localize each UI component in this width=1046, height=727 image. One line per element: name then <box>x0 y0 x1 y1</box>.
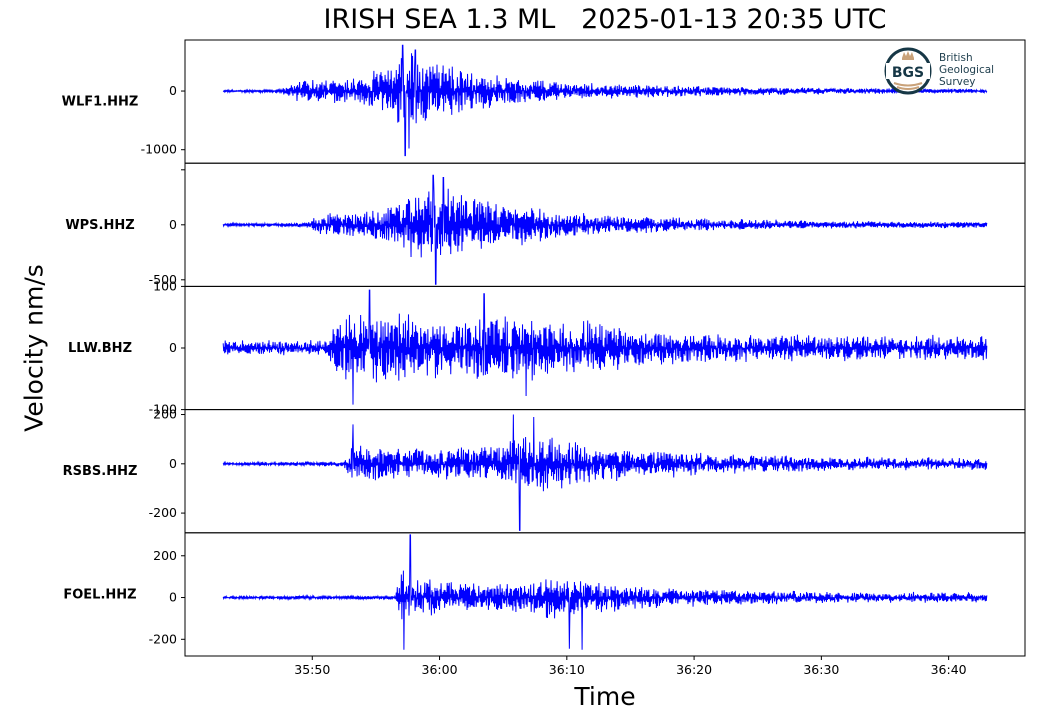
logo-text: British Geological Survey <box>939 52 994 88</box>
chart-title: IRISH SEA 1.3 ML 2025-01-13 20:35 UTC <box>323 4 887 35</box>
station-label: FOEL.HHZ <box>63 587 136 602</box>
y-tick-label: -200 <box>149 505 177 520</box>
waveform-line <box>222 289 988 405</box>
y-tick-label: -1000 <box>141 142 177 157</box>
y-tick-label: -500 <box>149 272 177 287</box>
x-tick-label: 36:20 <box>676 662 712 677</box>
y-tick-label: 100 <box>153 278 177 293</box>
panel-frame <box>184 532 1026 657</box>
logo-text-line: Geological <box>939 64 995 76</box>
y-tick-label: -200 <box>149 631 177 646</box>
station-label: LLW.BHZ <box>68 341 132 356</box>
waveform-line <box>222 414 988 531</box>
station-label: RSBS.HHZ <box>63 464 138 479</box>
y-tick-label: 0 <box>169 340 177 355</box>
panel-frame <box>184 409 1026 534</box>
y-tick-label: 0 <box>169 217 177 232</box>
waveform-line <box>222 174 988 285</box>
crown-icon <box>902 51 914 60</box>
logo-text-line: British <box>939 52 973 64</box>
logo-text-line: Survey <box>939 76 976 88</box>
waveform-line <box>222 44 988 157</box>
bgs-logo: BGS British Geological Survey <box>882 44 1012 100</box>
bgs-logo-mark: BGS <box>884 47 932 95</box>
x-tick-label: 36:40 <box>931 662 967 677</box>
station-label: WPS.HHZ <box>65 218 134 233</box>
y-tick-label: 0 <box>169 83 177 98</box>
waveform-line <box>222 534 988 650</box>
logo-mark-text: BGS <box>892 65 924 81</box>
station-label: WLF1.HHZ <box>62 95 139 110</box>
x-axis-label: Time <box>574 682 636 711</box>
y-tick-label: 0 <box>169 590 177 605</box>
x-tick-label: 36:30 <box>803 662 839 677</box>
x-tick-label: 36:00 <box>422 662 458 677</box>
y-tick-label: 200 <box>153 407 177 422</box>
y-axis-label: Velocity nm/s <box>19 264 49 432</box>
y-tick-label: 200 <box>153 548 177 563</box>
y-tick-label: 0 <box>169 456 177 471</box>
x-tick-label: 36:10 <box>549 662 585 677</box>
x-tick-label: 35:50 <box>294 662 330 677</box>
y-tick-label: -100 <box>149 402 177 417</box>
